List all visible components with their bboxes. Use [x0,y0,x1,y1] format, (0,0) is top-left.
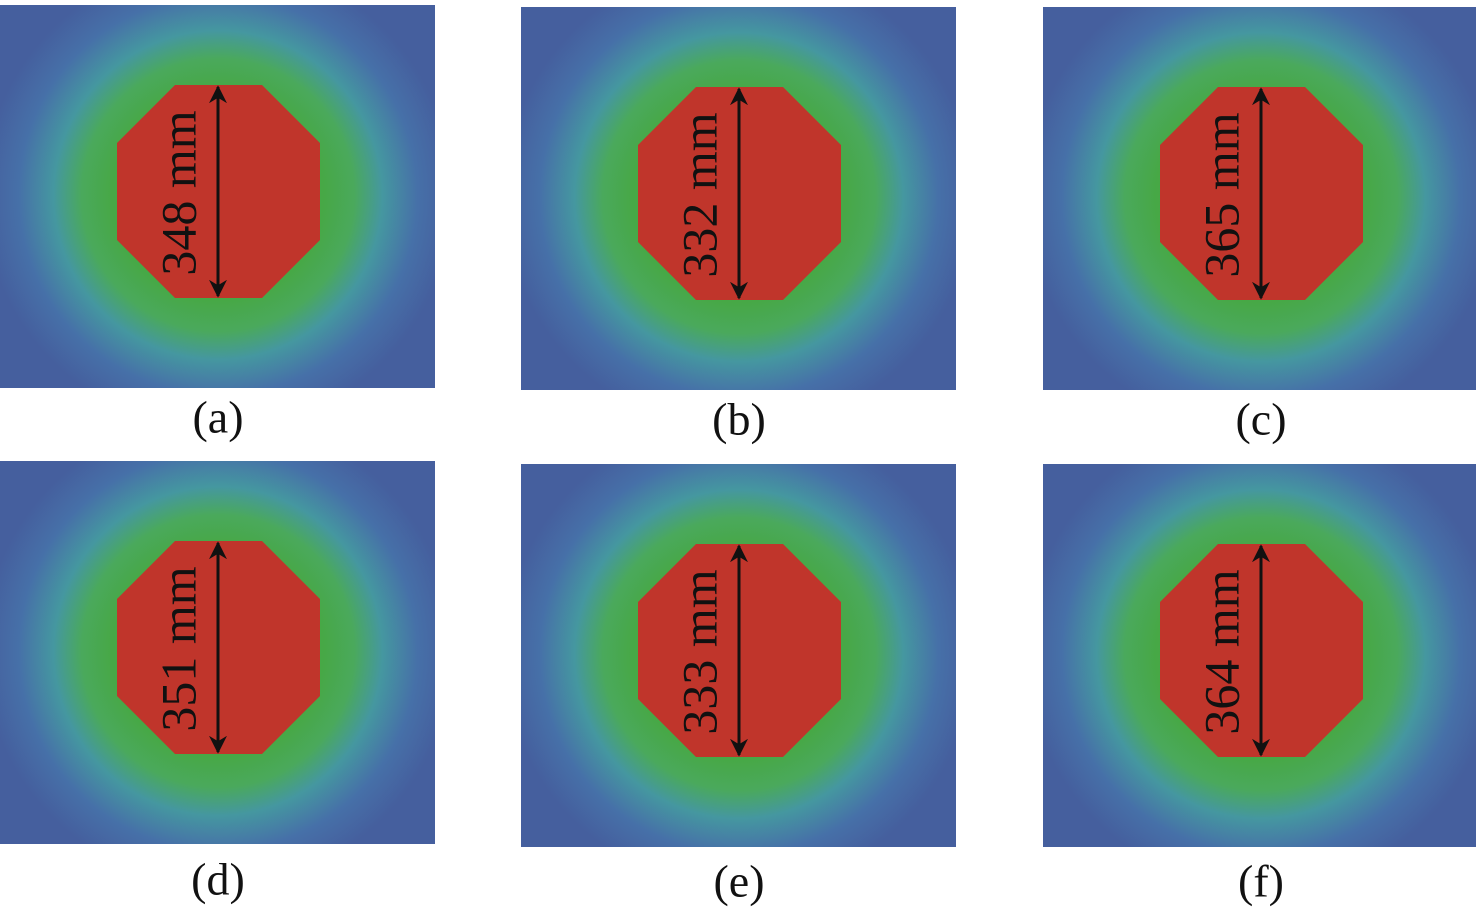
panel-caption: (d) [191,854,245,905]
measurement-label: 348 mm [150,110,206,275]
panel-caption: (b) [712,394,766,445]
measurement-label: 333 mm [671,569,727,734]
measurement-label: 365 mm [1193,112,1249,277]
panel-caption: (e) [713,856,764,907]
panel-caption: (c) [1235,394,1286,445]
measurement-label: 332 mm [671,112,727,277]
panel: 332 mm [521,7,956,390]
measurement-label: 364 mm [1193,569,1249,734]
panel: 364 mm [1043,464,1476,847]
panel-caption: (f) [1238,856,1284,907]
panel: 365 mm [1043,7,1476,390]
panel: 351 mm [0,461,435,844]
panel-caption: (a) [192,392,243,443]
panel: 333 mm [521,464,956,847]
panel: 348 mm [0,5,435,388]
measurement-label: 351 mm [150,566,206,731]
